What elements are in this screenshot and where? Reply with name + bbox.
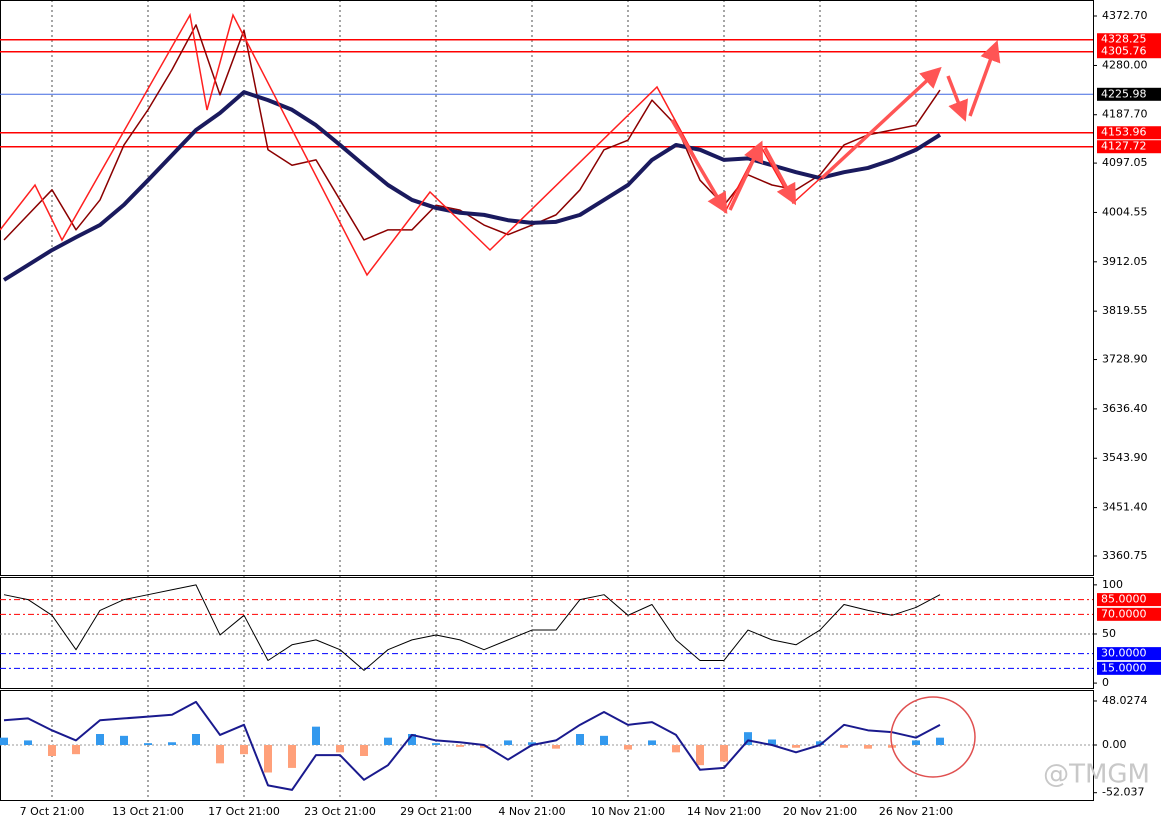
level-label: 4153.96 — [1101, 126, 1147, 139]
histogram-bar — [672, 745, 680, 753]
x-tick-label: 26 Nov 21:00 — [879, 805, 953, 818]
y-tick-label: 3636.40 — [1102, 402, 1148, 415]
x-tick-label: 23 Oct 21:00 — [304, 805, 376, 818]
level-label: 15.0000 — [1101, 661, 1147, 674]
x-tick-label: 29 Oct 21:00 — [400, 805, 472, 818]
histogram-bar — [192, 734, 200, 745]
x-tick-label: 13 Oct 21:00 — [112, 805, 184, 818]
y-tick-label: 4097.05 — [1102, 156, 1148, 169]
histogram-bar — [24, 740, 32, 745]
level-label: 4328.25 — [1101, 33, 1147, 46]
histogram-bar — [456, 745, 464, 747]
histogram-bar — [264, 745, 272, 773]
histogram-bar — [840, 745, 848, 748]
histogram-bar — [648, 740, 656, 745]
histogram-bar — [792, 745, 800, 748]
histogram-bar — [240, 745, 248, 755]
histogram-bar — [408, 734, 416, 745]
histogram-bar — [624, 745, 632, 750]
histogram-bar — [168, 742, 176, 745]
y-tick-label: 4280.00 — [1102, 58, 1148, 71]
level-label-box — [1097, 87, 1161, 101]
y-tick-label: 3819.55 — [1102, 304, 1148, 317]
histogram-bar — [360, 745, 368, 756]
histogram-bar — [816, 741, 824, 745]
y-tick-label: 3360.75 — [1102, 549, 1148, 562]
x-tick-label: 4 Nov 21:00 — [498, 805, 565, 818]
histogram-bar — [72, 745, 80, 755]
level-label: 70.0000 — [1101, 607, 1147, 620]
histogram-bar — [480, 745, 488, 748]
histogram-bar — [912, 740, 920, 745]
histogram-bar — [48, 745, 56, 756]
highlight-circle — [890, 696, 976, 778]
histogram-bar — [96, 734, 104, 745]
level-label-box — [1097, 661, 1161, 675]
histogram-bar — [720, 745, 728, 762]
histogram-bar — [696, 745, 704, 766]
y-tick-label: -52.037 — [1102, 786, 1144, 799]
series-line — [3, 700, 941, 791]
y-tick-label: 3728.90 — [1102, 353, 1148, 366]
level-label: 4127.72 — [1101, 140, 1147, 153]
watermark: @TMGM — [1043, 760, 1150, 790]
series-line — [3, 584, 941, 671]
level-label-box — [1097, 593, 1161, 607]
histogram-bar — [744, 732, 752, 745]
x-tick-label: 14 Nov 21:00 — [687, 805, 761, 818]
level-label-box — [1097, 33, 1161, 47]
y-tick-label: 3912.05 — [1102, 255, 1148, 268]
x-tick-label: 17 Oct 21:00 — [208, 805, 280, 818]
level-label-box — [1097, 647, 1161, 661]
histogram-bar — [576, 734, 584, 745]
histogram-bar — [504, 740, 512, 745]
level-label: 30.0000 — [1101, 647, 1147, 660]
y-tick-label: 4187.70 — [1102, 108, 1148, 121]
x-tick-label: 10 Nov 21:00 — [591, 805, 665, 818]
histogram-bar — [432, 743, 440, 745]
histogram-bar — [552, 745, 560, 749]
histogram-bar — [336, 745, 344, 753]
y-tick-label: 3543.90 — [1102, 451, 1148, 464]
series-line — [2, 90, 942, 282]
y-tick-label: 48.0274 — [1102, 694, 1148, 707]
y-tick-label: 100 — [1102, 578, 1123, 591]
histogram-bar — [384, 737, 392, 745]
level-label-box — [1097, 140, 1161, 154]
level-label-box — [1097, 607, 1161, 621]
level-label-box — [1097, 45, 1161, 59]
level-label: 85.0000 — [1101, 593, 1147, 606]
histogram-bar — [144, 743, 152, 745]
histogram-bar — [768, 739, 776, 745]
x-tick-label: 7 Oct 21:00 — [20, 805, 85, 818]
histogram-bar — [600, 735, 608, 745]
histogram-bar — [0, 737, 8, 745]
y-tick-label: 4372.70 — [1102, 9, 1148, 22]
histogram-bar — [312, 726, 320, 745]
y-tick-label: 50 — [1102, 627, 1116, 640]
histogram-bar — [288, 745, 296, 768]
histogram-bar — [864, 745, 872, 749]
histogram-bar — [528, 742, 536, 745]
histogram-bar — [216, 745, 224, 764]
level-label-box — [1097, 126, 1161, 140]
x-tick-label: 20 Nov 21:00 — [783, 805, 857, 818]
y-tick-label: 3451.40 — [1102, 501, 1148, 514]
level-label: 4225.98 — [1101, 87, 1147, 100]
y-tick-label: 4004.55 — [1102, 205, 1148, 218]
y-tick-label: 0.00 — [1102, 738, 1127, 751]
y-tick-label: 0 — [1102, 676, 1109, 689]
level-label: 4305.76 — [1101, 45, 1147, 58]
histogram-bar — [120, 735, 128, 745]
arrow-annotations — [670, 40, 1001, 215]
histogram-bar — [936, 737, 944, 745]
